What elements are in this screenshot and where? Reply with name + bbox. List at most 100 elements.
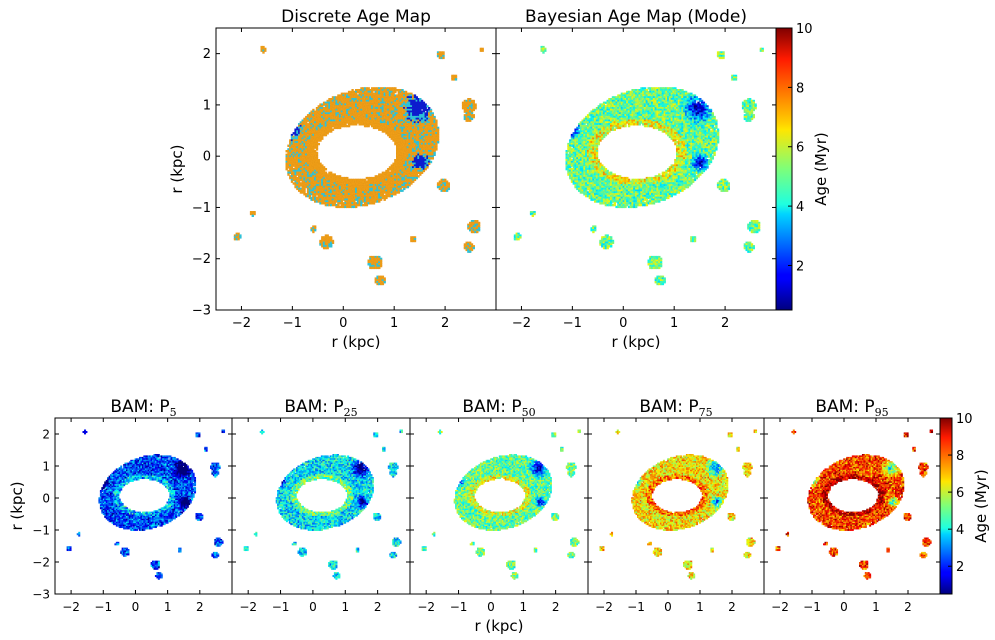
panel-bam-p95: −2 −1 0 1 2 BAM: P95 (763, 397, 941, 614)
x-tick-label: 0 (487, 600, 495, 614)
x-tick-label: −1 (803, 600, 821, 614)
panel-title-base: BAM: P (639, 397, 698, 417)
axes-frame (763, 417, 941, 595)
panel-title: BAM: P5 (110, 397, 176, 419)
age-map-image (233, 45, 484, 286)
x-axis-label: r (kpc) (331, 333, 380, 351)
colorbar-label: Age (Myr) (972, 469, 990, 542)
axes-frame (409, 417, 589, 595)
colorbar-tick-label: 8 (796, 81, 804, 96)
x-tick-label: 0 (664, 600, 672, 614)
axes-frame (495, 27, 777, 311)
x-tick-label: −1 (94, 600, 112, 614)
x-tick-label: −1 (272, 600, 290, 614)
x-tick-label: 2 (552, 600, 560, 614)
y-tick-label: −3 (192, 304, 211, 319)
x-tick-label: 0 (339, 316, 347, 331)
panel-title: BAM: P75 (639, 397, 712, 419)
y-axis-label: r (kpc) (168, 144, 186, 193)
panel-bam-p25: −2 −1 0 1 2 BAM: P25 (231, 397, 411, 614)
colorbar-tick-label: 8 (956, 449, 964, 464)
panel-title: BAM: P25 (284, 397, 357, 419)
x-tick-label: −1 (627, 600, 645, 614)
panel-title-subscript: 50 (522, 406, 536, 419)
x-tick-label: −1 (563, 316, 582, 331)
x-tick-label: 2 (728, 600, 736, 614)
colorbar-top: 2 4 6 8 10 Age (Myr) (775, 22, 830, 311)
x-tick-label: −2 (771, 600, 789, 614)
x-tick-label: 2 (374, 600, 382, 614)
x-tick-label: −2 (595, 600, 613, 614)
x-axis-label: r (kpc) (474, 617, 523, 635)
x-tick-label: −2 (232, 316, 251, 331)
y-tick-label: −1 (192, 201, 211, 216)
x-tick-label: 1 (519, 600, 527, 614)
colorbar-label: Age (Myr) (812, 132, 830, 205)
panel-title: BAM: P95 (815, 397, 888, 419)
x-tick-label: 1 (390, 316, 398, 331)
axes-frame (231, 417, 411, 595)
axes-frame (215, 27, 497, 311)
y-tick-label: −3 (32, 588, 50, 602)
x-tick-label: 2 (441, 316, 449, 331)
colorbar-tick-label: 10 (956, 412, 973, 427)
panel-bam-p75: −2 −1 0 1 2 BAM: P75 (587, 397, 765, 614)
y-tick-label: 2 (203, 47, 211, 62)
age-map-image (513, 45, 764, 286)
colorbar-tick-label: 2 (796, 259, 804, 274)
panel-title-base: BAM: P (462, 397, 521, 417)
colorbar-tick-label: 4 (956, 523, 964, 538)
age-map-image (243, 429, 403, 580)
panel-title-subscript: 25 (344, 406, 358, 419)
x-axis-label: r (kpc) (611, 333, 660, 351)
y-tick-label: −2 (192, 252, 211, 267)
colorbar-tick-label: 6 (956, 486, 964, 501)
panel-title: Discrete Age Map (281, 7, 431, 27)
y-tick-label: 2 (42, 428, 50, 442)
y-tick-label: 1 (203, 98, 211, 113)
x-tick-label: 2 (904, 600, 912, 614)
axes-frame (54, 417, 233, 595)
age-map-image (66, 429, 226, 580)
axes-frame (587, 417, 765, 595)
x-tick-label: 0 (309, 600, 317, 614)
x-tick-label: −2 (239, 600, 257, 614)
panel-title-base: BAM: P (815, 397, 874, 417)
x-tick-label: −2 (417, 600, 435, 614)
x-tick-label: 0 (619, 316, 627, 331)
x-tick-label: −1 (450, 600, 468, 614)
panel-title-base: BAM: P (110, 397, 169, 417)
x-tick-label: 1 (341, 600, 349, 614)
x-tick-label: 2 (196, 600, 204, 614)
panel-title-base: BAM: P (284, 397, 343, 417)
colorbar-tick-label: 10 (796, 22, 813, 37)
x-tick-label: −2 (62, 600, 80, 614)
x-tick-label: −2 (512, 316, 531, 331)
x-tick-label: −1 (283, 316, 302, 331)
panel-discrete-age-map: −2 −1 0 1 2 −3 −2 −1 0 1 2 Discrete Age Map r (kpc) r… (168, 7, 497, 351)
x-tick-label: 1 (872, 600, 880, 614)
panel-title: Bayesian Age Map (Mode) (525, 7, 747, 27)
panel-title: BAM: P50 (462, 397, 535, 419)
panel-bam-p5: −2 −1 0 1 2 −3 −2 −1 0 1 2 BAM: P5 r (kpc) (8, 397, 233, 614)
panel-title-subscript: 5 (170, 406, 177, 419)
x-tick-label: 1 (164, 600, 172, 614)
age-map-image (775, 429, 934, 580)
colorbar-tick-label: 2 (956, 560, 964, 575)
x-tick-label: 0 (132, 600, 140, 614)
age-map-image (421, 429, 581, 580)
x-tick-label: 2 (721, 316, 729, 331)
panel-title-subscript: 75 (699, 406, 713, 419)
y-axis-label: r (kpc) (8, 481, 26, 530)
colorbar-gradient (775, 27, 793, 311)
x-tick-label: 1 (696, 600, 704, 614)
panel-bayesian-age-map: −2 −1 0 1 2 Bayesian Age Map (Mode) r (kpc) (495, 7, 777, 351)
panel-title-subscript: 95 (875, 406, 889, 419)
colorbar-tick-label: 6 (796, 141, 804, 156)
y-tick-label: 0 (42, 492, 50, 506)
x-tick-label: 0 (840, 600, 848, 614)
y-tick-label: 1 (42, 460, 50, 474)
x-tick-label: 1 (670, 316, 678, 331)
y-tick-label: 0 (203, 150, 211, 165)
